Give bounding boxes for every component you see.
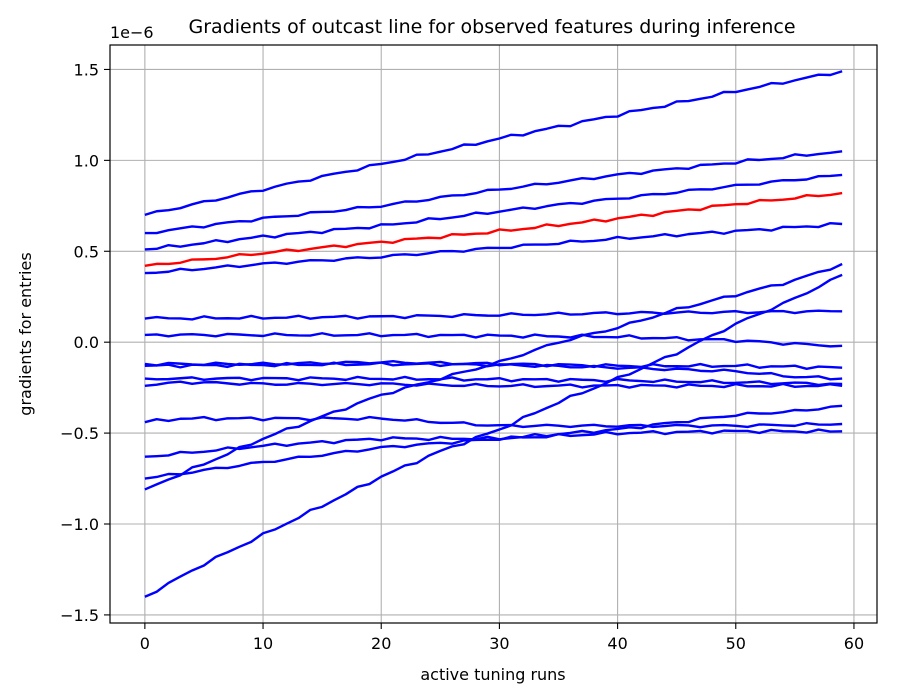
x-tick-label: 0 [140,634,150,653]
y-offset-label: 1e−6 [110,23,154,42]
x-tick-label: 30 [489,634,509,653]
axis-ticks: 0 10 20 30 40 50 60 −1.5 −1.0 −0.5 0.0 0.5 1.0 1.5 [60,60,864,653]
highlighted-series-line [144,191,843,268]
series-line [144,404,843,458]
chart-title: Gradients of outcast line for observed f… [188,16,795,38]
y-tick-label: 1.0 [74,151,99,170]
series-line [144,375,843,387]
series-line [144,70,843,217]
x-tick-label: 10 [253,634,273,653]
series-line [144,415,843,429]
series-line [144,332,843,348]
x-tick-label: 20 [371,634,391,653]
x-tick-label: 40 [607,634,627,653]
series-line [144,262,843,491]
series-lines [144,70,843,598]
series-line [144,309,843,321]
series-line [144,173,843,251]
x-tick-label: 60 [844,634,864,653]
y-tick-label: 0.5 [74,242,99,261]
grid [110,45,877,623]
series-line [144,380,843,389]
x-tick-label: 50 [726,634,746,653]
series-line [144,221,843,275]
y-tick-label: 0.0 [74,333,99,352]
series-line [144,361,843,381]
y-axis-label: gradients for entries [16,252,35,415]
plot-frame [109,44,878,624]
series-line [144,273,843,598]
y-tick-label: −0.5 [60,424,99,443]
y-tick-label: −1.0 [60,515,99,534]
y-tick-label: −1.5 [60,606,99,625]
series-line [144,150,843,235]
y-tick-label: 1.5 [74,60,99,79]
x-axis-label: active tuning runs [420,665,565,684]
series-line [144,428,843,480]
